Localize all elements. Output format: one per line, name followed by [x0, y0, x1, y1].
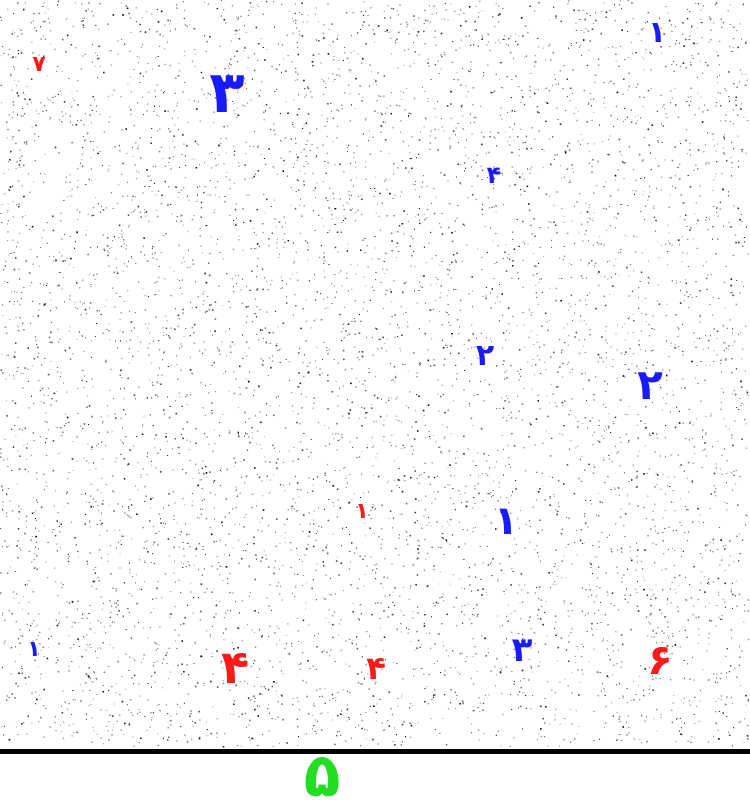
- digit-blue-3-bottom: ٣: [511, 630, 533, 670]
- digit-blue-1-bottom-left: ١: [27, 637, 41, 662]
- digit-blue-1-top-right: ١: [647, 15, 667, 50]
- digit-red-4-bottom-left: ۴: [220, 640, 250, 694]
- digit-red-7-top-left: ٧: [32, 52, 46, 77]
- digit-blue-3-top: ٣: [209, 58, 245, 126]
- separator-line: [0, 749, 750, 754]
- digit-red-1-lower-middle: ١: [355, 499, 369, 524]
- digit-blue-2-middle: ٢: [475, 338, 495, 373]
- digit-blue-2-right: ٢: [637, 360, 663, 409]
- digit-blue-4-upper-middle: ۴: [486, 161, 502, 189]
- digit-red-4-bottom-middle: ۴: [366, 649, 386, 687]
- answer-digit: ۵: [303, 741, 341, 800]
- digit-red-6-bottom-right: ۶: [647, 635, 673, 684]
- digit-blue-1-lower-middle: ١: [493, 498, 519, 544]
- speckle-noise-background: [0, 0, 750, 748]
